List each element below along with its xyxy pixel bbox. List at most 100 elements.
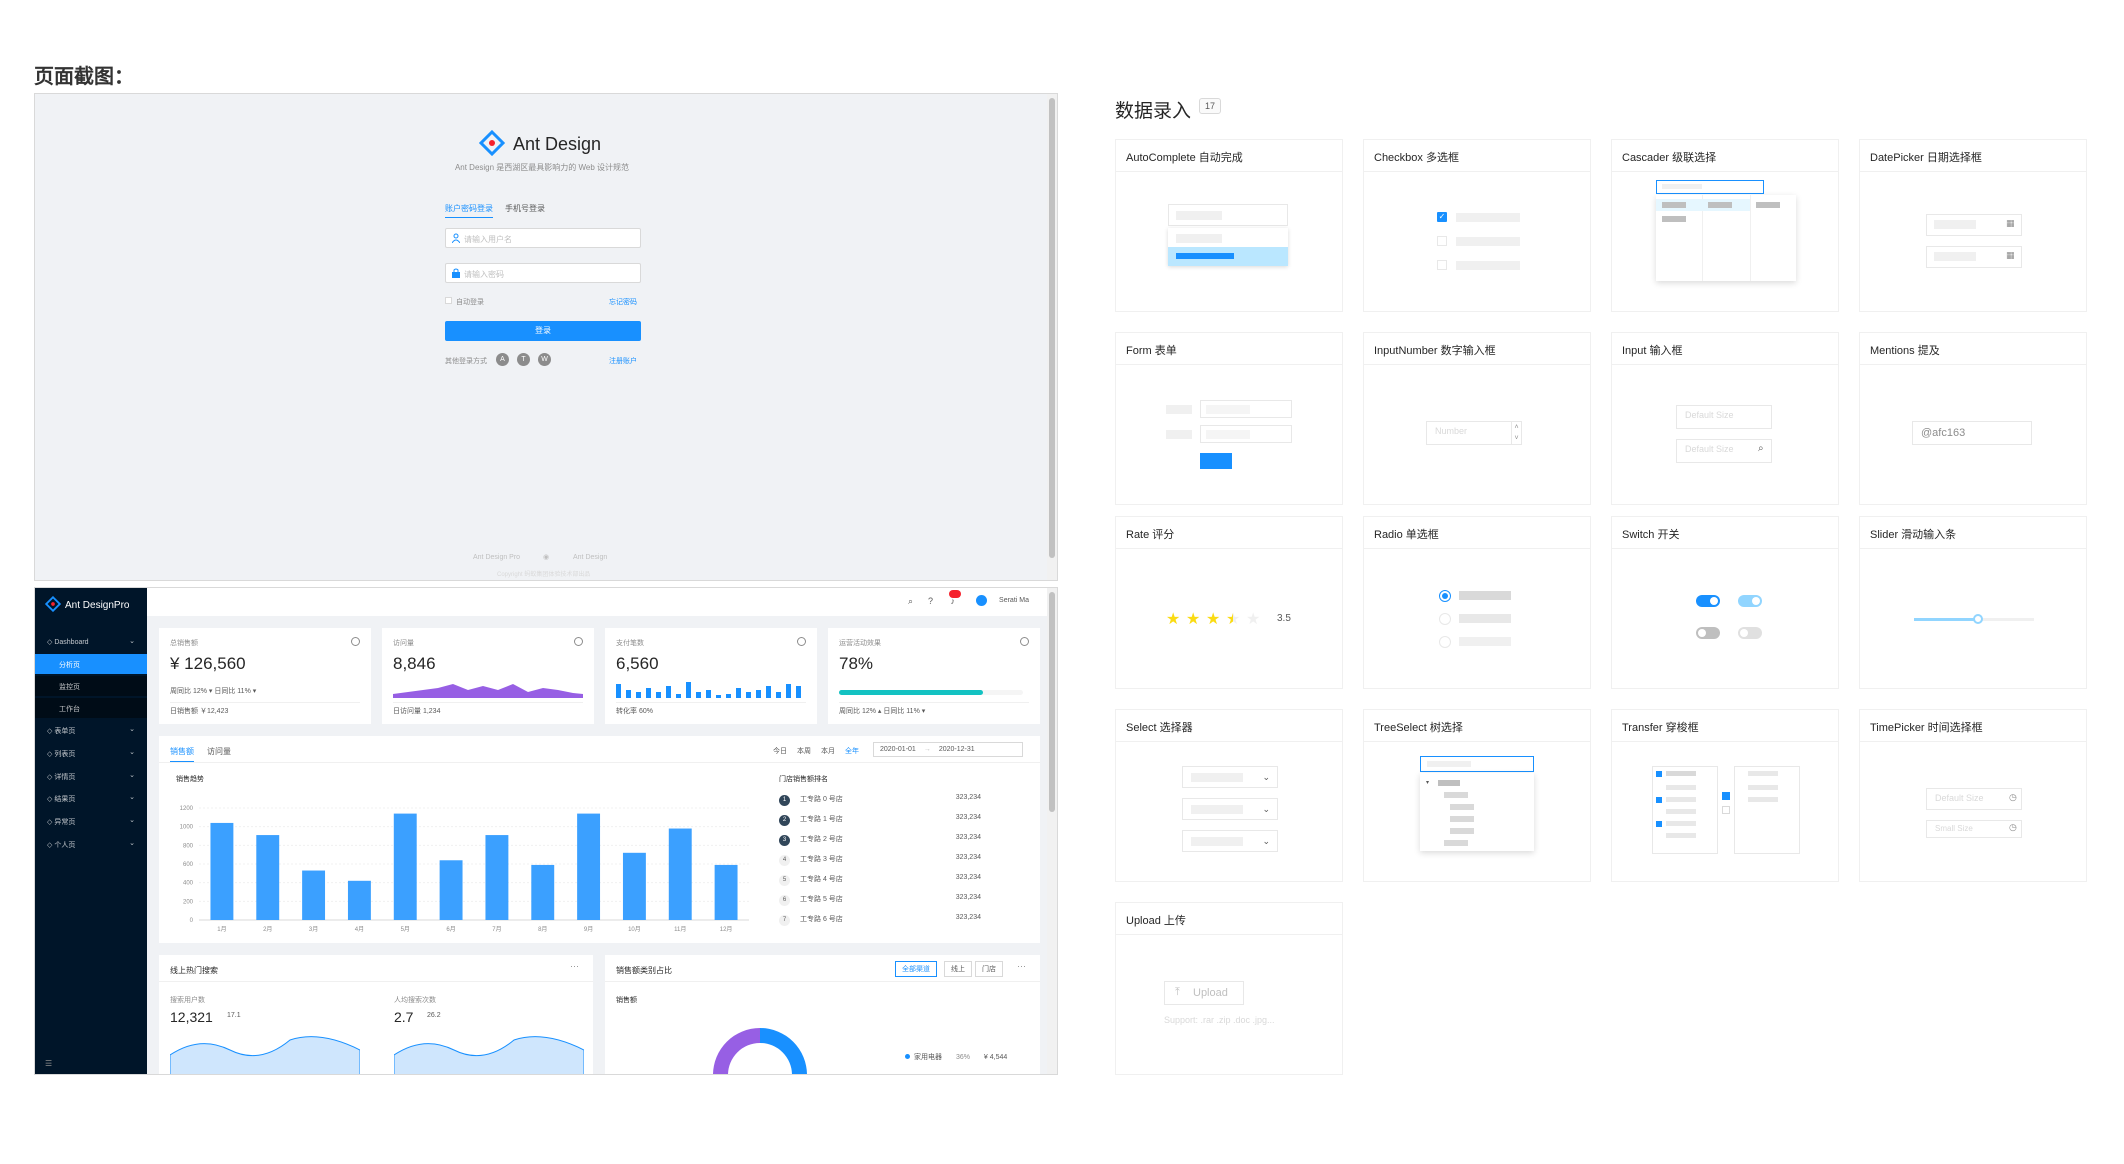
radio-unchecked[interactable] <box>1439 636 1451 648</box>
number-stepper-icon[interactable]: ˄ ˅ <box>1511 422 1521 444</box>
more-icon[interactable]: ··· <box>570 961 579 971</box>
info-icon[interactable] <box>351 637 360 646</box>
switch-on-disabled[interactable] <box>1738 595 1762 607</box>
bar-12[interactable] <box>714 864 738 920</box>
password-input[interactable]: 请输入密码 <box>445 263 641 283</box>
range-month[interactable]: 本月 <box>821 748 835 755</box>
weibo-icon[interactable]: W <box>538 353 551 366</box>
bar-2[interactable] <box>256 835 280 920</box>
github-icon[interactable]: ◉ <box>543 554 550 561</box>
transfer-right-button[interactable] <box>1722 792 1730 800</box>
range-week[interactable]: 本周 <box>797 748 811 755</box>
card-datepicker[interactable]: DatePicker 日期选择框 ▦ ▦ <box>1859 139 2087 312</box>
card-form[interactable]: Form 表单 <box>1115 332 1343 505</box>
radio-checked[interactable] <box>1439 590 1451 602</box>
form-submit-button[interactable] <box>1200 453 1232 469</box>
card-transfer[interactable]: Transfer 穿梭框 <box>1611 709 1839 882</box>
star-icon[interactable]: ★ <box>1186 611 1201 628</box>
user-name[interactable]: Serati Ma <box>999 597 1029 604</box>
card-checkbox[interactable]: Checkbox 多选框 ✓ <box>1363 139 1591 312</box>
star-icon[interactable]: ★ <box>1166 611 1181 628</box>
search-input[interactable]: Default Size <box>1676 439 1772 463</box>
tab-account-login[interactable]: 账户密码登录 <box>445 203 493 218</box>
channel-all[interactable]: 全部渠道 <box>895 961 937 977</box>
bar-1[interactable] <box>210 822 234 920</box>
star-icon[interactable]: ★ <box>1206 611 1221 628</box>
card-input[interactable]: Input 输入框 Default Size Default Size ⌕ <box>1611 332 1839 505</box>
help-icon[interactable]: ? <box>927 596 933 606</box>
sidebar-item[interactable]: 分析页 <box>35 654 147 674</box>
alipay-icon[interactable]: A <box>496 353 509 366</box>
tab-mobile-login[interactable]: 手机号登录 <box>505 204 545 213</box>
card-slider[interactable]: Slider 滑动输入条 <box>1859 516 2087 689</box>
bar-8[interactable] <box>531 864 555 920</box>
card-inputnumber[interactable]: InputNumber 数字输入框 Number ˄ ˅ <box>1363 332 1591 505</box>
slider-handle[interactable] <box>1973 614 1983 624</box>
star-empty-icon[interactable]: ★ <box>1246 611 1261 628</box>
card-select[interactable]: Select 选择器 ⌄ ⌄ ⌄ <box>1115 709 1343 882</box>
card-treeselect[interactable]: TreeSelect 树选择 ▾ <box>1363 709 1591 882</box>
card-autocomplete[interactable]: AutoComplete 自动完成 <box>1115 139 1343 312</box>
chevron-down-icon[interactable]: ⌄ <box>1262 804 1270 814</box>
taobao-icon[interactable]: T <box>517 353 530 366</box>
tab-sales[interactable]: 销售额 <box>170 746 194 762</box>
card-switch[interactable]: Switch 开关 <box>1611 516 1839 689</box>
avatar[interactable] <box>976 595 987 606</box>
card-radio[interactable]: Radio 单选框 <box>1363 516 1591 689</box>
sidebar-item[interactable]: ◇ 个人页 ⌄ <box>35 834 147 854</box>
number-input[interactable]: Number <box>1426 421 1522 445</box>
bell-icon[interactable]: ♪ <box>950 596 956 606</box>
info-icon[interactable] <box>797 637 806 646</box>
chevron-down-icon[interactable]: ⌄ <box>1262 772 1270 782</box>
sidebar-item[interactable]: ◇ 表单页 ⌄ <box>35 720 147 740</box>
card-mentions[interactable]: Mentions 提及 @afc163 <box>1859 332 2087 505</box>
bar-4[interactable] <box>347 880 371 920</box>
footer-link-antd[interactable]: Ant Design <box>573 554 608 561</box>
sidebar-item[interactable]: ◇ Dashboard ⌄ <box>35 632 147 652</box>
bar-9[interactable] <box>577 813 601 920</box>
range-today[interactable]: 今日 <box>773 748 787 755</box>
tree-caret-icon[interactable]: ▾ <box>1426 780 1430 786</box>
range-year[interactable]: 全年 <box>845 748 859 755</box>
time-input-small[interactable]: Small Size <box>1926 820 2022 838</box>
footer-link-pro[interactable]: Ant Design Pro <box>473 554 521 561</box>
sidebar-item[interactable]: ◇ 详情页 ⌄ <box>35 766 147 786</box>
switch-on[interactable] <box>1696 595 1720 607</box>
bar-5[interactable] <box>393 813 417 920</box>
sidebar-item[interactable]: 监控页 <box>35 676 147 696</box>
register-link[interactable]: 注册账户 <box>609 358 637 365</box>
date-range-picker[interactable]: 2020-01-01 → 2020-12-31 <box>873 742 1023 757</box>
sidebar-item[interactable]: ◇ 列表页 ⌄ <box>35 743 147 763</box>
login-button[interactable]: 登录 <box>445 321 641 341</box>
channel-online[interactable]: 线上 <box>944 961 972 977</box>
sidebar-item[interactable]: ◇ 异常页 ⌄ <box>35 811 147 831</box>
search-icon[interactable]: ⌕ <box>907 596 913 606</box>
transfer-left-button[interactable] <box>1722 806 1730 814</box>
star-half-icon[interactable]: ★ <box>1226 611 1241 628</box>
search-icon[interactable]: ⌕ <box>1758 443 1764 454</box>
card-cascader[interactable]: Cascader 级联选择 <box>1611 139 1839 312</box>
bar-10[interactable] <box>622 852 646 920</box>
bar-11[interactable] <box>668 828 692 920</box>
time-input[interactable]: Default Size <box>1926 788 2022 810</box>
tab-visits[interactable]: 访问量 <box>207 747 231 756</box>
info-icon[interactable] <box>574 637 583 646</box>
checkbox-unchecked[interactable] <box>1437 260 1447 270</box>
username-input[interactable]: 请输入用户名 <box>445 228 641 248</box>
checkbox-unchecked[interactable] <box>1437 236 1447 246</box>
chevron-down-icon[interactable]: ⌄ <box>1262 836 1270 846</box>
bar-7[interactable] <box>485 835 509 920</box>
upload-button[interactable]: ⤒ Upload <box>1164 981 1244 1005</box>
mentions-input[interactable]: @afc163 <box>1912 421 2032 445</box>
dashboard-scrollbar[interactable] <box>1047 588 1057 1074</box>
forgot-password-link[interactable]: 忘记密码 <box>609 299 637 306</box>
remember-checkbox[interactable] <box>445 297 452 304</box>
login-scrollbar[interactable] <box>1047 94 1057 580</box>
card-rate[interactable]: Rate 评分 ★ ★ ★ ★ ★ 3.5 <box>1115 516 1343 689</box>
more-icon[interactable]: ··· <box>1017 961 1026 971</box>
bar-3[interactable] <box>302 870 326 920</box>
card-upload[interactable]: Upload 上传 ⤒ Upload Support: .rar .zip .d… <box>1115 902 1343 1075</box>
sidebar-item[interactable]: 工作台 <box>35 698 147 718</box>
bar-6[interactable] <box>439 860 463 920</box>
text-input[interactable]: Default Size <box>1676 405 1772 429</box>
